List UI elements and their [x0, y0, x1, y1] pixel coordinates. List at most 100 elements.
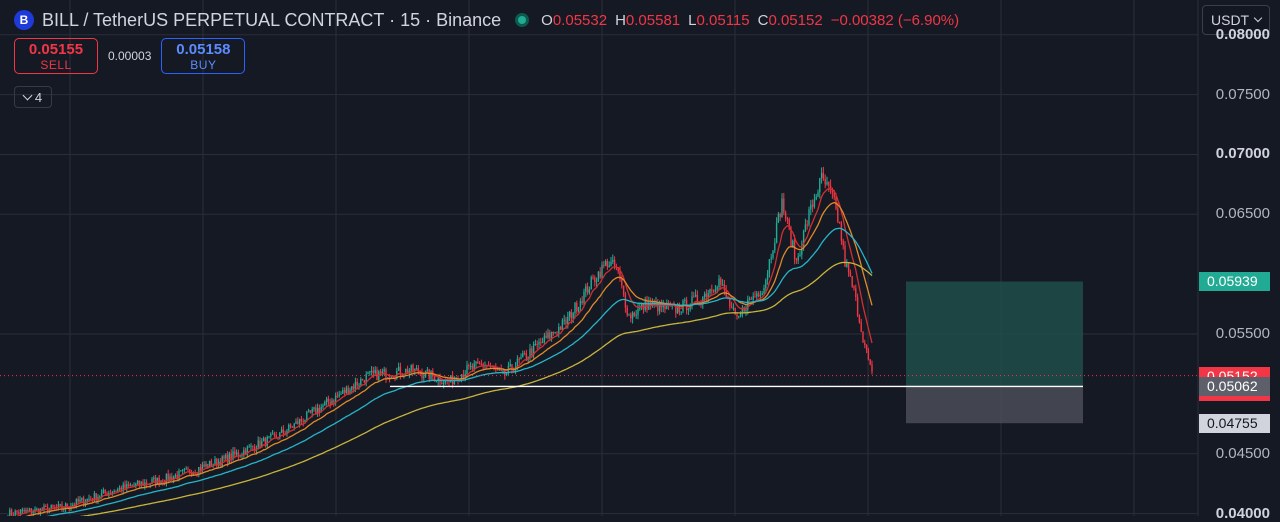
candle-body: [19, 510, 22, 514]
candle-body: [343, 389, 346, 393]
candle-body: [718, 278, 720, 288]
moving-averages: [16, 188, 873, 516]
candle-body: [644, 300, 646, 310]
ma-line-21: [25, 201, 873, 516]
candle-body: [361, 378, 364, 381]
candle-body: [297, 421, 299, 425]
candle-body: [228, 453, 231, 463]
candle-body: [478, 362, 481, 364]
chevron-down-icon: [22, 90, 33, 100]
price-axis-label: 0.06500: [1215, 205, 1270, 223]
candle-body: [550, 331, 553, 339]
candle-body: [232, 451, 234, 460]
candle-body: [387, 377, 389, 379]
candle-body: [720, 278, 722, 285]
indicators-count: 4: [34, 89, 43, 105]
currency-select[interactable]: USDT: [1202, 5, 1270, 35]
candle-body: [586, 286, 589, 293]
position-zones[interactable]: [906, 281, 1083, 424]
candle-body: [334, 395, 337, 403]
candle-body: [437, 377, 439, 381]
candle-body: [676, 305, 679, 314]
candle-body: [77, 498, 79, 502]
candle-body: [18, 512, 20, 514]
candle-body: [205, 463, 207, 467]
candle-body: [730, 306, 733, 309]
candle-body: [844, 245, 846, 267]
candle-body: [187, 468, 189, 470]
candle-body: [574, 302, 576, 314]
candle-body: [243, 450, 245, 455]
candle-body: [709, 289, 711, 294]
candle-body: [253, 446, 256, 451]
sell-button[interactable]: 0.05155 SELL: [14, 38, 98, 74]
candle-body: [466, 365, 468, 375]
candle-body: [862, 331, 864, 343]
candle-body: [325, 398, 328, 402]
candle-body: [414, 368, 416, 371]
candle-body: [176, 475, 178, 479]
candle-body: [192, 472, 195, 476]
candle-body: [590, 277, 592, 290]
candle-body: [759, 295, 762, 297]
profit-zone: [906, 281, 1083, 387]
candle-body: [721, 284, 724, 286]
candle-body: [817, 192, 819, 197]
candle-body: [36, 508, 38, 510]
candle-body: [32, 511, 34, 514]
candle-body: [266, 436, 268, 446]
candle-body: [91, 498, 94, 501]
candle-body: [304, 419, 306, 423]
candle-body: [795, 258, 798, 261]
ohlc-close-key: C: [757, 11, 769, 29]
sell-label: SELL: [40, 57, 72, 72]
candle-body: [608, 265, 610, 268]
symbol-title[interactable]: BILL / TetherUS PERPETUAL CONTRACT · 15 …: [42, 9, 502, 30]
candle-body: [464, 374, 466, 377]
candle-body: [851, 276, 853, 287]
candle-body: [293, 423, 295, 428]
ma-line-50: [45, 227, 873, 516]
price-axis-label: 0.05500: [1215, 325, 1270, 343]
candle-body: [694, 294, 697, 297]
candle-body: [75, 498, 78, 506]
candle-body: [824, 178, 826, 185]
candle-body: [106, 493, 108, 496]
candle-body: [453, 379, 456, 385]
spread-value: 0.00003: [108, 49, 152, 63]
candle-body: [585, 286, 587, 292]
candle-body: [617, 267, 619, 272]
candle-body: [342, 389, 344, 394]
candle-body: [460, 374, 463, 381]
candle-body: [169, 476, 171, 481]
price-axis-label: 0.07500: [1215, 85, 1270, 103]
candle-body: [306, 411, 308, 420]
candle-body: [583, 291, 585, 303]
candle-body: [367, 372, 369, 375]
candle-body: [95, 493, 97, 501]
candle-body: [723, 284, 726, 290]
candle-body: [469, 365, 472, 367]
indicators-toggle[interactable]: 4: [14, 86, 52, 108]
chart-grid: [0, 0, 1199, 516]
candle-body: [264, 438, 267, 446]
candle-body: [556, 332, 558, 334]
buy-button[interactable]: 0.05158 BUY: [161, 38, 246, 74]
stop-loss-price-label: 0.04755: [1199, 413, 1270, 433]
candle-body: [477, 361, 479, 363]
candle-body: [30, 508, 33, 514]
candle-body: [680, 311, 682, 313]
candle-body: [716, 287, 718, 290]
candle-body: [315, 407, 317, 414]
candle-body: [189, 469, 191, 474]
candle-body: [397, 366, 400, 371]
candle-body: [511, 364, 513, 370]
candle-body: [752, 296, 754, 300]
candle-body: [842, 240, 844, 246]
candle-body: [244, 450, 247, 455]
candle-body: [43, 505, 45, 511]
candle-body: [435, 380, 438, 382]
candle-body: [10, 509, 13, 516]
candle-body: [860, 322, 862, 332]
